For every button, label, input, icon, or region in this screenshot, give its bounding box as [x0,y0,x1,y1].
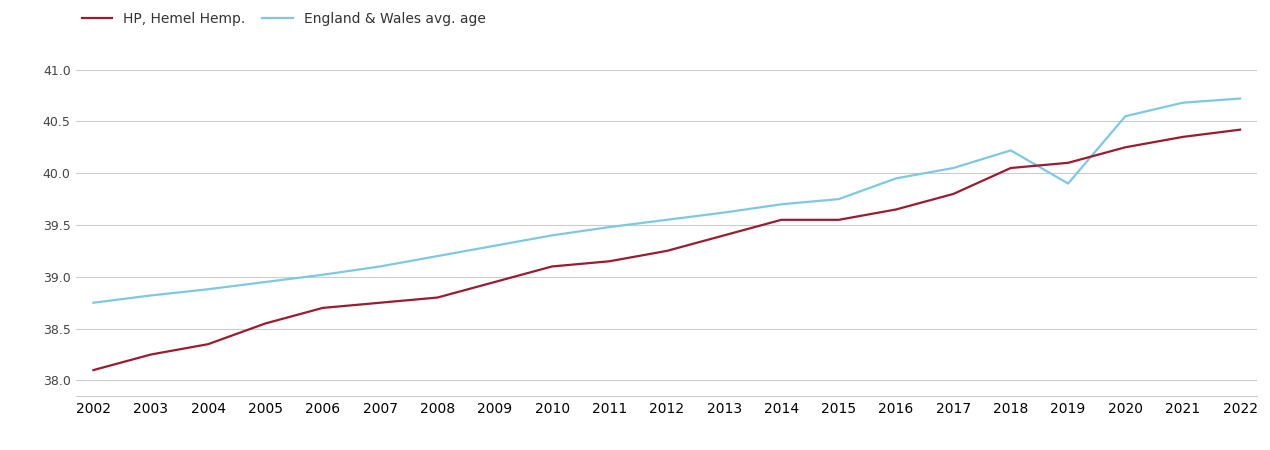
HP, Hemel Hemp. [602,259,617,264]
HP, Hemel Hemp. [372,300,387,306]
HP, Hemel Hemp. [488,279,503,285]
HP, Hemel Hemp. [889,207,904,212]
England & Wales avg. age [545,233,560,238]
England & Wales avg. age [716,210,732,215]
England & Wales avg. age [1232,96,1247,101]
HP, Hemel Hemp. [429,295,444,300]
England & Wales avg. age [315,272,330,278]
England & Wales avg. age [1175,100,1190,105]
HP, Hemel Hemp. [716,233,732,238]
HP, Hemel Hemp. [1003,165,1019,171]
HP, Hemel Hemp. [86,367,102,373]
England & Wales avg. age [86,300,102,306]
England & Wales avg. age [946,165,961,171]
England & Wales avg. age [773,202,789,207]
HP, Hemel Hemp. [659,248,674,254]
England & Wales avg. age [1003,148,1019,153]
HP, Hemel Hemp. [144,352,159,357]
HP, Hemel Hemp. [545,264,560,269]
HP, Hemel Hemp. [201,342,216,347]
England & Wales avg. age [144,293,159,298]
England & Wales avg. age [1118,113,1133,119]
HP, Hemel Hemp. [773,217,789,222]
England & Wales avg. age [429,253,444,259]
England & Wales avg. age [372,264,387,269]
HP, Hemel Hemp. [1118,144,1133,150]
HP, Hemel Hemp. [315,305,330,310]
England & Wales avg. age [488,243,503,248]
Line: England & Wales avg. age: England & Wales avg. age [94,99,1240,303]
HP, Hemel Hemp. [831,217,846,222]
HP, Hemel Hemp. [1060,160,1076,166]
Line: HP, Hemel Hemp.: HP, Hemel Hemp. [94,130,1240,370]
HP, Hemel Hemp. [1232,127,1247,132]
England & Wales avg. age [659,217,674,222]
HP, Hemel Hemp. [1175,134,1190,140]
England & Wales avg. age [1060,181,1076,186]
England & Wales avg. age [831,196,846,202]
Legend: HP, Hemel Hemp., England & Wales avg. age: HP, Hemel Hemp., England & Wales avg. ag… [76,6,491,31]
England & Wales avg. age [602,225,617,230]
HP, Hemel Hemp. [946,191,961,197]
HP, Hemel Hemp. [258,321,273,326]
England & Wales avg. age [258,279,273,285]
England & Wales avg. age [889,176,904,181]
England & Wales avg. age [201,287,216,292]
